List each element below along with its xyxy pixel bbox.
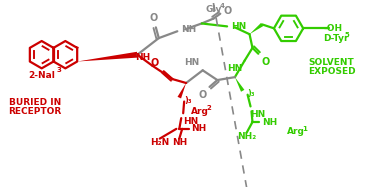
Text: BURIED IN: BURIED IN	[8, 98, 61, 107]
Text: H₂N: H₂N	[150, 138, 169, 147]
Text: 3: 3	[56, 67, 61, 73]
Text: 1: 1	[302, 126, 307, 132]
Text: HN: HN	[231, 22, 246, 31]
Text: )₃: )₃	[247, 89, 255, 98]
Text: Arg: Arg	[191, 107, 209, 116]
Polygon shape	[250, 23, 264, 34]
Text: SOLVENT: SOLVENT	[308, 58, 354, 67]
Text: NH: NH	[135, 53, 150, 63]
Text: D-Tyr: D-Tyr	[323, 34, 348, 43]
Text: HN: HN	[227, 64, 243, 74]
Text: 2-Nal: 2-Nal	[28, 71, 55, 80]
Polygon shape	[235, 77, 244, 92]
Text: HN: HN	[183, 117, 198, 126]
Text: Arg: Arg	[287, 127, 305, 136]
Text: )₃: )₃	[184, 96, 192, 105]
Text: O: O	[198, 90, 206, 100]
Text: NH: NH	[262, 118, 277, 126]
Text: O: O	[261, 57, 269, 67]
Text: NH: NH	[172, 138, 187, 147]
Text: HN: HN	[184, 58, 200, 67]
Text: O: O	[150, 13, 158, 23]
Text: 2: 2	[206, 105, 211, 111]
Text: O: O	[150, 58, 159, 68]
Text: 4: 4	[219, 3, 224, 9]
Polygon shape	[178, 83, 186, 98]
Text: Gly: Gly	[206, 5, 222, 14]
Text: NH: NH	[181, 25, 197, 34]
Text: HN: HN	[250, 110, 266, 119]
Polygon shape	[77, 52, 138, 62]
Text: O: O	[223, 6, 231, 16]
Text: -OH: -OH	[323, 24, 342, 33]
Text: NH: NH	[191, 124, 206, 133]
Text: EXPOSED: EXPOSED	[308, 67, 356, 76]
Text: NH₂: NH₂	[237, 132, 256, 141]
Text: 5: 5	[344, 32, 349, 38]
Text: RECEPTOR: RECEPTOR	[8, 107, 62, 116]
